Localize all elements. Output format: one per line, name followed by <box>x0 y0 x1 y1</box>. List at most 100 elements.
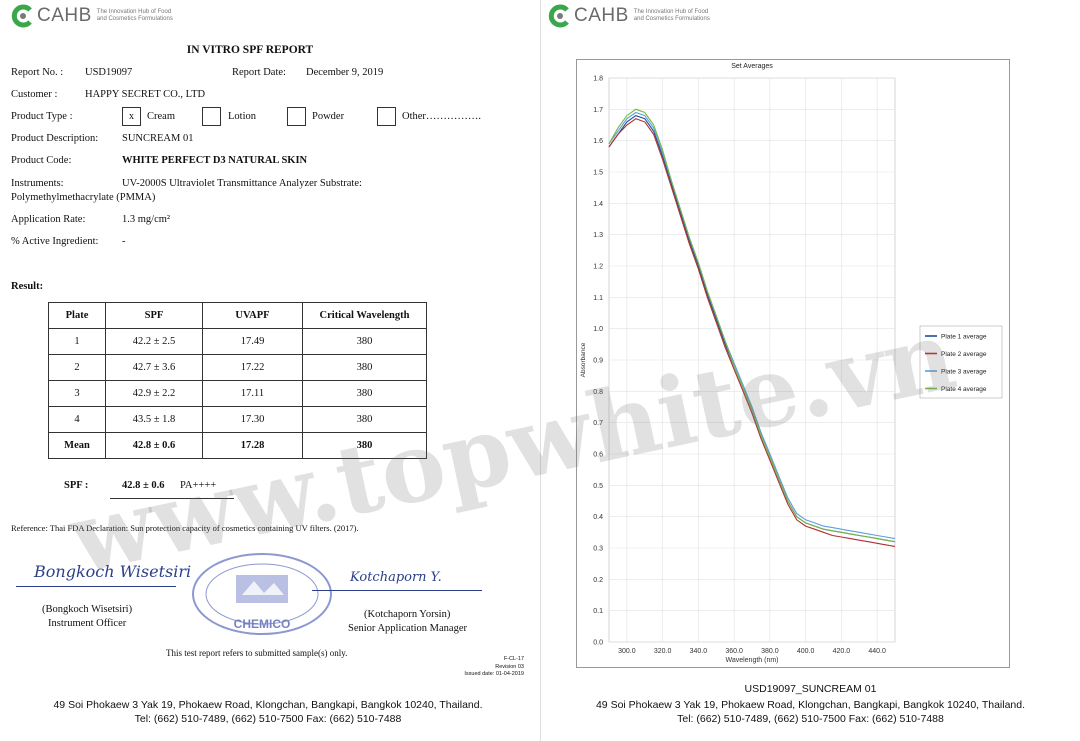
y-tick-label: 0.5 <box>593 483 603 490</box>
chart-frame: Set Averages 0.0 0.1 0.2 0.3 0.4 0.5 0.6 0.7 0.8 0… <box>576 59 1010 668</box>
checkbox-other <box>377 107 396 126</box>
logo-word: CAHB <box>37 5 92 26</box>
cahb-logo-icon <box>547 4 571 28</box>
signature-1: Bongkoch Wisetsiri <box>34 562 192 581</box>
pa-rating: PA++++ <box>180 480 217 491</box>
cell-plate: 1 <box>48 328 106 355</box>
y-tick-label: 0.3 <box>593 546 603 553</box>
signer-2-name: (Kotchaporn Yorsin) <box>364 609 451 620</box>
active-value: - <box>122 236 126 247</box>
checkbox-lotion <box>202 107 221 126</box>
y-tick-label: 0.4 <box>593 514 603 521</box>
chart-title: Set Averages <box>731 63 773 70</box>
legend-entry: Plate 2 average <box>941 351 987 358</box>
address-line-2: Tel: (662) 510-7489, (662) 510-7500 Fax:… <box>677 713 944 725</box>
checkbox-cream: x <box>122 107 141 126</box>
cell-plate: 4 <box>48 406 106 433</box>
spf-summary-label: SPF : <box>64 480 89 491</box>
legend-entry: Plate 1 average <box>941 334 987 341</box>
series-line-3 <box>608 111 896 540</box>
option-cream: Cream <box>147 111 175 122</box>
legend-box <box>919 325 1003 399</box>
cell-critical-wavelength: 380 <box>302 406 427 433</box>
option-powder: Powder <box>312 111 345 122</box>
table-row: 3 42.9 ± 2.2 17.11 380 <box>48 380 427 407</box>
spf-summary-value: 42.8 ± 0.6 <box>122 480 165 491</box>
spf-underline <box>110 498 234 499</box>
series-line-4 <box>608 108 896 543</box>
description-value: SUNCREAM 01 <box>122 133 194 144</box>
result-table: Plate SPF UVAPF Critical Wavelength 1 42… <box>48 302 427 459</box>
cell-critical-wavelength: 380 <box>302 328 427 355</box>
header-critical-wavelength: Critical Wavelength <box>302 302 427 329</box>
report-date: December 9, 2019 <box>306 67 384 78</box>
cell-mean-uvapf: 17.28 <box>202 432 303 459</box>
company-stamp: CHEMICO <box>192 553 332 635</box>
code-value: WHITE PERFECT D3 NATURAL SKIN <box>122 155 308 166</box>
signature-2-line <box>312 590 482 591</box>
legend-entry: Plate 4 average <box>941 386 987 393</box>
x-tick-label: 360.0 <box>725 648 743 655</box>
cell-plate: 2 <box>48 354 106 381</box>
address-block: 49 Soi Phokaew 3 Yak 19, Phokaew Road, K… <box>0 698 536 726</box>
table-row: 2 42.7 ± 3.6 17.22 380 <box>48 354 427 381</box>
address-line-1: 49 Soi Phokaew 3 Yak 19, Phokaew Road, K… <box>53 699 483 711</box>
instruments-value: UV-2000S Ultraviolet Transmittance Analy… <box>122 178 362 189</box>
table-header-row: Plate SPF UVAPF Critical Wavelength <box>48 302 427 329</box>
header-plate: Plate <box>48 302 106 329</box>
y-tick-label: 0.1 <box>593 608 603 615</box>
x-axis-label: Wavelength (nm) <box>725 657 778 664</box>
form-code: F-CL-17 <box>503 656 524 662</box>
y-tick-label: 1.1 <box>593 295 603 302</box>
cell-mean-label: Mean <box>48 432 106 459</box>
option-lotion: Lotion <box>228 111 256 122</box>
sample-note: This test report refers to submitted sam… <box>166 648 348 658</box>
logo-tagline-2: and Cosmetics Formulations <box>96 16 173 22</box>
cell-mean-spf: 42.8 ± 0.6 <box>105 432 203 459</box>
y-tick-label: 0.7 <box>593 420 603 427</box>
x-tick-label: 400.0 <box>797 648 815 655</box>
cell-mean-critical-wavelength: 380 <box>302 432 427 459</box>
description-label: Product Description: <box>11 133 99 144</box>
issued-date: Issued date: 01-04-2019 <box>464 671 524 677</box>
cahb-logo: CAHB The Innovation Hub of Food and Cosm… <box>10 4 173 28</box>
address-line-1: 49 Soi Phokaew 3 Yak 19, Phokaew Road, K… <box>595 699 1026 711</box>
logo-tagline-1: The Innovation Hub of Food <box>96 9 172 15</box>
reference-text: Reference: Thai FDA Declaration: Sun pro… <box>11 523 359 533</box>
y-tick-label: 1.0 <box>593 326 603 333</box>
result-label: Result: <box>11 281 44 292</box>
logo-tagline-2: and Cosmetics Formulations <box>633 16 710 22</box>
revision: Revision 03 <box>495 663 524 670</box>
report-date-label: Report Date: <box>232 67 286 78</box>
cahb-logo-icon <box>10 4 34 28</box>
cell-spf: 42.9 ± 2.2 <box>105 380 203 407</box>
y-tick-label: 0.6 <box>593 452 603 459</box>
customer-label: Customer : <box>11 89 58 100</box>
substrate-value: Polymethylmethacrylate (PMMA) <box>11 192 156 203</box>
cell-uvapf: 17.30 <box>202 406 303 433</box>
signature-1-line <box>16 586 176 587</box>
option-other: Other……………. <box>402 111 482 122</box>
y-tick-label: 0.9 <box>593 358 603 365</box>
cell-uvapf: 17.22 <box>202 354 303 381</box>
y-tick-label: 0.8 <box>593 389 603 396</box>
report-no-label: Report No. : <box>11 67 64 78</box>
x-tick-label: 440.0 <box>868 648 886 655</box>
x-tick-label: 380.0 <box>761 648 779 655</box>
table-row: 4 43.5 ± 1.8 17.30 380 <box>48 406 427 433</box>
table-mean-row: Mean 42.8 ± 0.6 17.28 380 <box>48 432 427 459</box>
cell-critical-wavelength: 380 <box>302 380 427 407</box>
report-page: CAHB The Innovation Hub of Food and Cosm… <box>0 0 536 741</box>
cell-uvapf: 17.49 <box>202 328 303 355</box>
logo-word: CAHB <box>574 5 629 26</box>
table-row: 1 42.2 ± 2.5 17.49 380 <box>48 328 427 355</box>
cell-plate: 3 <box>48 380 106 407</box>
y-tick-label: 1.5 <box>593 170 603 177</box>
x-tick-label: 320.0 <box>654 648 672 655</box>
chart-caption: USD19097_SUNCREAM 01 <box>744 683 877 695</box>
y-axis-label: Absorbance <box>580 342 587 377</box>
signer-1-name: (Bongkoch Wisetsiri) <box>42 604 133 615</box>
logo-tagline: The Innovation Hub of Food and Cosmetics… <box>97 9 173 23</box>
code-label: Product Code: <box>11 155 72 166</box>
logo-tagline: The Innovation Hub of Food and Cosmetics… <box>634 9 710 23</box>
